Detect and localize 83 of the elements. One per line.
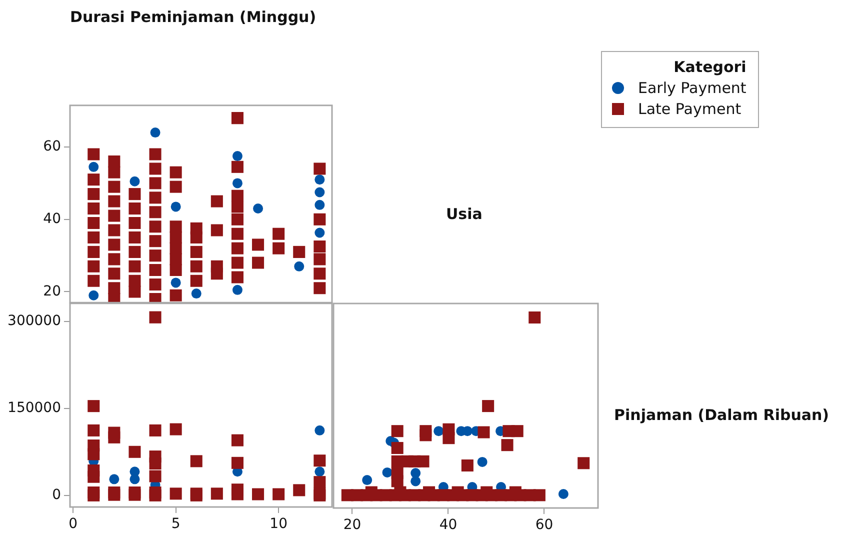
point [231,483,244,496]
x-tick-label: 60 [534,516,553,533]
point [170,277,181,288]
point [170,201,181,212]
point [362,474,372,485]
point [108,426,120,438]
point [88,400,100,412]
point [314,227,325,238]
point [130,466,140,476]
point [416,454,429,467]
point [88,424,100,436]
point [477,426,490,438]
point [510,424,523,437]
point [149,486,162,498]
point [88,162,99,172]
point [314,454,326,466]
legend-title: Kategori [672,58,746,76]
x-tick-label: 0 [68,516,78,532]
point [191,288,202,298]
point [149,470,162,482]
point [460,458,473,471]
point [390,441,403,454]
point [109,474,120,484]
point [190,454,202,467]
y-tick-label: 0 [52,486,61,503]
point [390,424,403,437]
x-tick-label: 20 [342,516,361,533]
y-tick-label: 40 [43,210,61,227]
point [128,445,141,458]
point [382,466,392,477]
point [149,424,162,436]
point [500,438,513,451]
point [150,127,160,138]
point [149,310,162,323]
y-tick-label: 20 [43,282,61,299]
x-axis-title: Durasi Peminjaman (Minggu) [70,8,316,26]
legend-label: Early Payment [638,79,746,97]
y-axis-title: Pinjaman (Dalam Ribuan) [614,406,830,424]
point [433,426,444,436]
point [170,422,182,435]
point [314,186,325,197]
point [314,466,325,476]
point [410,476,420,486]
point [231,456,244,469]
x-tick-label: 5 [171,516,180,532]
point [88,486,100,498]
point [390,474,403,487]
point [232,284,242,295]
x-tick-label: 10 [270,516,288,532]
point [577,456,590,469]
point [170,487,182,500]
point [253,203,264,214]
x-tick-label: 40 [438,516,457,533]
y-axis-title: Usia [446,204,482,223]
point [210,487,223,500]
point [476,456,487,466]
point [314,174,325,184]
point [314,200,325,210]
y-tick-label: 300000 [8,312,61,329]
point [294,261,304,272]
point [419,428,432,441]
y-tick-label: 60 [43,138,61,154]
point [232,178,242,188]
point [482,400,494,412]
point [410,468,420,478]
point [88,464,100,476]
point [314,425,325,436]
point [558,488,568,499]
point [231,434,244,446]
y-tick-label: 150000 [8,400,61,416]
point [130,176,140,186]
point [442,432,454,444]
point [293,484,306,496]
point [252,488,264,500]
point [528,310,540,323]
point [532,488,545,501]
point [149,450,162,462]
point [272,488,285,500]
point [314,476,326,488]
point [88,439,100,452]
point [232,150,242,161]
point [88,290,99,300]
legend-label: Late Payment [638,100,742,118]
